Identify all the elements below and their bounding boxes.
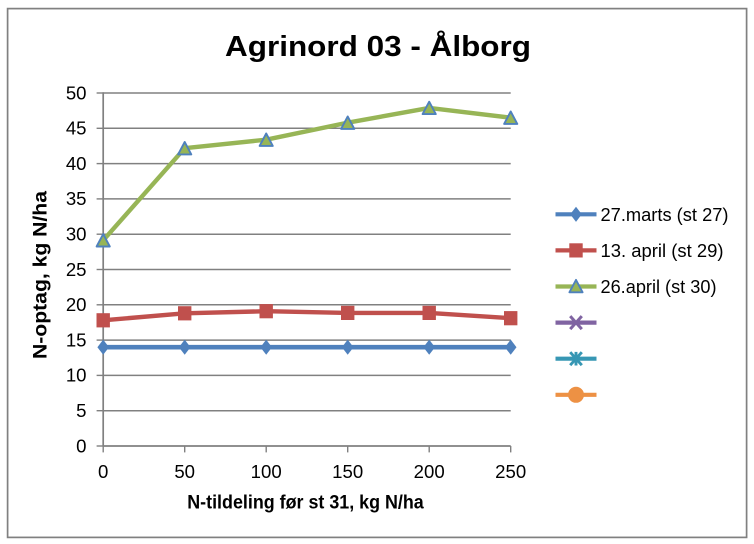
svg-text:27.marts (st 27): 27.marts (st 27) (601, 204, 729, 225)
svg-text:200: 200 (414, 461, 445, 482)
svg-text:30: 30 (66, 224, 87, 245)
svg-text:50: 50 (174, 461, 195, 482)
svg-text:20: 20 (66, 294, 87, 315)
svg-text:35: 35 (66, 188, 87, 209)
svg-text:25: 25 (66, 259, 87, 280)
svg-text:150: 150 (332, 461, 363, 482)
svg-text:0: 0 (98, 461, 108, 482)
svg-text:26.april (st 30): 26.april (st 30) (601, 276, 717, 297)
svg-text:13. april (st 29): 13. april (st 29) (601, 240, 724, 261)
svg-text:45: 45 (66, 118, 87, 139)
svg-text:10: 10 (66, 365, 87, 386)
svg-text:5: 5 (76, 400, 86, 421)
svg-text:N-optag, kg N/ha: N-optag, kg N/ha (31, 191, 52, 359)
svg-text:0: 0 (76, 435, 86, 456)
svg-text:15: 15 (66, 329, 87, 350)
svg-text:40: 40 (66, 153, 87, 174)
svg-text:N-tildeling før st 31, kg N/ha: N-tildeling før st 31, kg N/ha (187, 493, 424, 514)
svg-text:100: 100 (251, 461, 282, 482)
svg-text:250: 250 (495, 461, 526, 482)
svg-text:Agrinord 03 - Ålborg: Agrinord 03 - Ålborg (225, 30, 531, 63)
svg-text:50: 50 (66, 82, 87, 103)
